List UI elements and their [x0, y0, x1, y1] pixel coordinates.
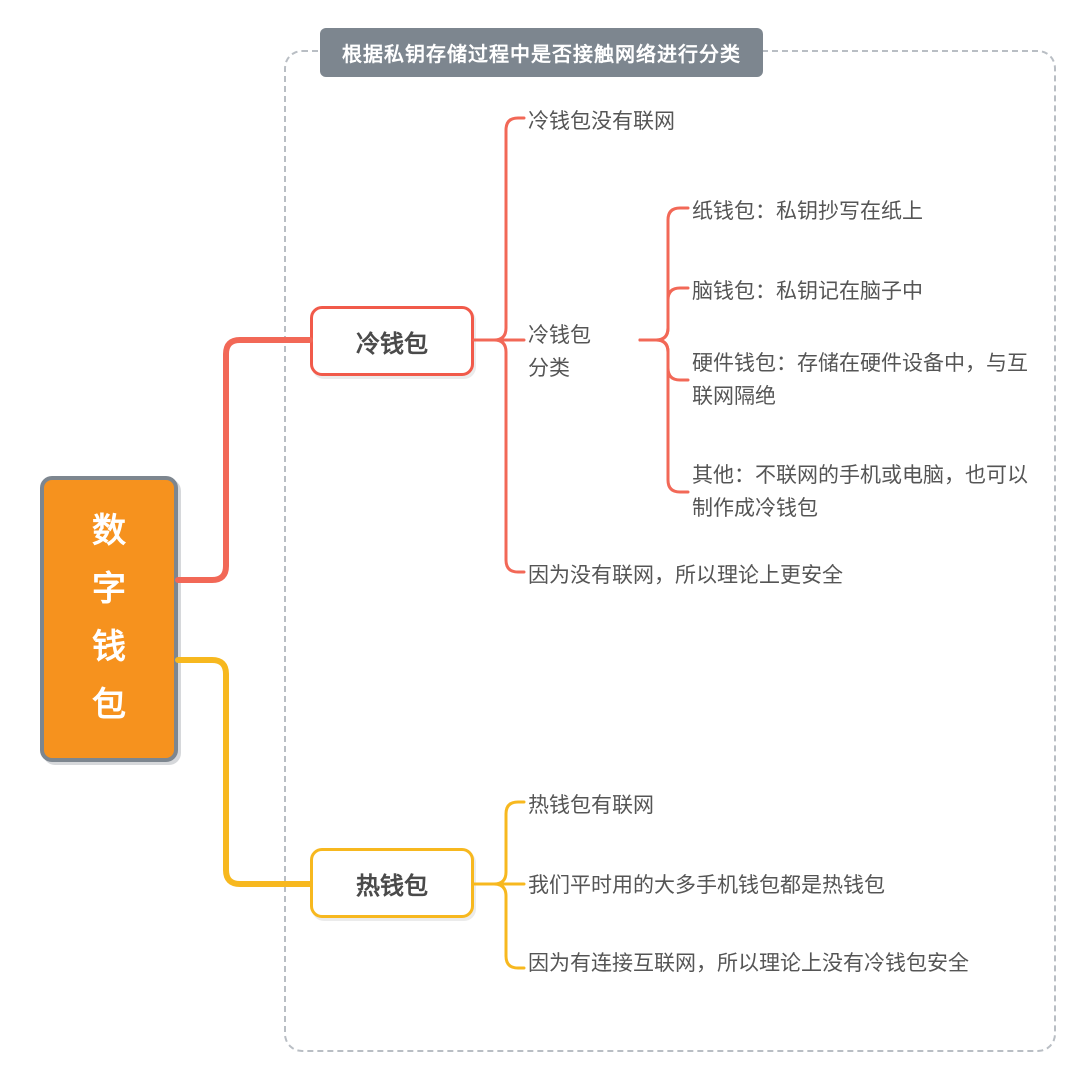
connector-lines — [0, 0, 1080, 1069]
diagram-canvas: 根据私钥存储过程中是否接触网络进行分类 数 字 钱 包 冷钱包 热钱包 冷钱包没… — [0, 0, 1080, 1069]
